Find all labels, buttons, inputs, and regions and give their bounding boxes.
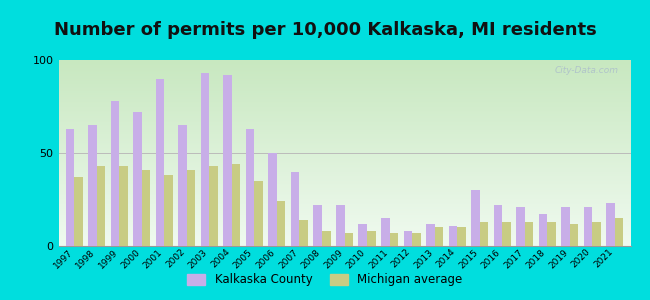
- Bar: [88, 125, 97, 246]
- Bar: [435, 227, 443, 246]
- Bar: [606, 203, 615, 246]
- Bar: [412, 233, 421, 246]
- Bar: [344, 233, 353, 246]
- Bar: [300, 220, 308, 246]
- Bar: [133, 112, 142, 246]
- Bar: [516, 207, 525, 246]
- Bar: [525, 222, 533, 246]
- Bar: [381, 218, 389, 246]
- Bar: [426, 224, 435, 246]
- Bar: [367, 231, 376, 246]
- Bar: [224, 75, 232, 246]
- Bar: [493, 205, 502, 246]
- Bar: [457, 227, 465, 246]
- Bar: [539, 214, 547, 246]
- Bar: [268, 153, 277, 246]
- Bar: [502, 222, 511, 246]
- Bar: [358, 224, 367, 246]
- Bar: [547, 222, 556, 246]
- Bar: [471, 190, 480, 246]
- Bar: [111, 101, 120, 246]
- Bar: [187, 170, 196, 246]
- Bar: [336, 205, 344, 246]
- Text: City-Data.com: City-Data.com: [555, 66, 619, 75]
- Bar: [592, 222, 601, 246]
- Bar: [156, 79, 164, 246]
- Bar: [480, 222, 488, 246]
- Bar: [569, 224, 578, 246]
- Bar: [615, 218, 623, 246]
- Bar: [66, 129, 74, 246]
- Bar: [561, 207, 569, 246]
- Text: Number of permits per 10,000 Kalkaska, MI residents: Number of permits per 10,000 Kalkaska, M…: [53, 21, 597, 39]
- Bar: [389, 233, 398, 246]
- Bar: [209, 166, 218, 246]
- Bar: [142, 170, 150, 246]
- Bar: [277, 201, 285, 246]
- Bar: [404, 231, 412, 246]
- Bar: [291, 172, 300, 246]
- Bar: [448, 226, 457, 246]
- Bar: [313, 205, 322, 246]
- Bar: [232, 164, 240, 246]
- Legend: Kalkaska County, Michigan average: Kalkaska County, Michigan average: [183, 269, 467, 291]
- Bar: [120, 166, 128, 246]
- Bar: [164, 175, 173, 246]
- Bar: [178, 125, 187, 246]
- Bar: [254, 181, 263, 246]
- Bar: [201, 73, 209, 246]
- Bar: [584, 207, 592, 246]
- Bar: [322, 231, 331, 246]
- Bar: [97, 166, 105, 246]
- Bar: [74, 177, 83, 246]
- Bar: [246, 129, 254, 246]
